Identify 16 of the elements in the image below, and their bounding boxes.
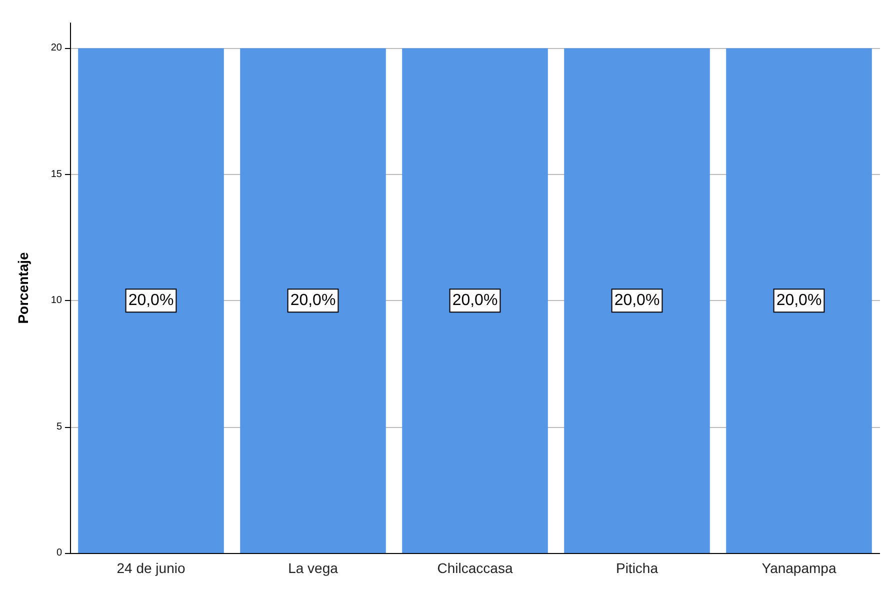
data-label: 20,0% bbox=[128, 292, 174, 310]
x-tick-label: Piticha bbox=[616, 560, 658, 576]
x-tick-label: 24 de junio bbox=[116, 560, 186, 576]
x-tick-label: Yanapampa bbox=[762, 560, 836, 576]
y-tick-label: 20 bbox=[50, 42, 62, 54]
y-tick-label: 5 bbox=[56, 421, 62, 432]
data-label: 20,0% bbox=[290, 292, 336, 310]
y-tick-label: 15 bbox=[50, 168, 62, 180]
y-tick-label: 0 bbox=[56, 548, 62, 558]
data-label: 20,0% bbox=[452, 292, 498, 310]
x-tick-label: La vega bbox=[288, 560, 338, 576]
data-label: 20,0% bbox=[614, 292, 660, 310]
y-tick-label: 10 bbox=[50, 295, 62, 306]
data-label: 20,0% bbox=[776, 292, 822, 310]
y-axis-title: Porcentaje bbox=[15, 252, 31, 324]
x-tick-label: Chilcaccasa bbox=[437, 560, 513, 576]
